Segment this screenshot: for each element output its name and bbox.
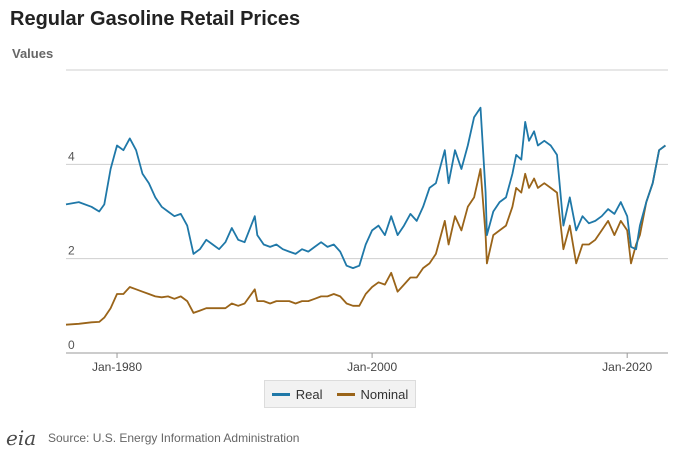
legend-item-real[interactable]: Real: [271, 386, 323, 402]
legend: Real Nominal: [264, 380, 416, 408]
y-tick-label: 2: [68, 244, 75, 258]
series-line-real: [65, 106, 666, 270]
x-tick-labels: Jan-1980 Jan-2000 Jan-2020: [92, 353, 653, 374]
y-tick-label: 4: [68, 149, 75, 163]
legend-swatch-real: [271, 392, 290, 396]
footer: eia Source: U.S. Energy Information Admi…: [6, 426, 299, 450]
series-lines: [65, 106, 666, 326]
y-axis-label: Values: [12, 46, 54, 61]
source-note: Source: U.S. Energy Information Administ…: [48, 431, 300, 445]
legend-item-nominal[interactable]: Nominal: [336, 386, 409, 402]
series-line-nominal: [65, 144, 666, 326]
y-tick-labels: 0 2 4: [68, 149, 75, 352]
legend-label-nominal: Nominal: [360, 386, 409, 402]
x-tick-label: Jan-2000: [347, 360, 397, 374]
legend-swatch-nominal: [336, 392, 355, 396]
x-tick-label: Jan-2020: [602, 360, 652, 374]
eia-logo: eia: [6, 426, 37, 450]
chart-title: Regular Gasoline Retail Prices: [10, 8, 301, 30]
gridlines: [66, 69, 668, 354]
x-tick-label: Jan-1980: [92, 360, 142, 374]
y-tick-label: 0: [68, 338, 75, 352]
legend-label-real: Real: [295, 386, 323, 402]
